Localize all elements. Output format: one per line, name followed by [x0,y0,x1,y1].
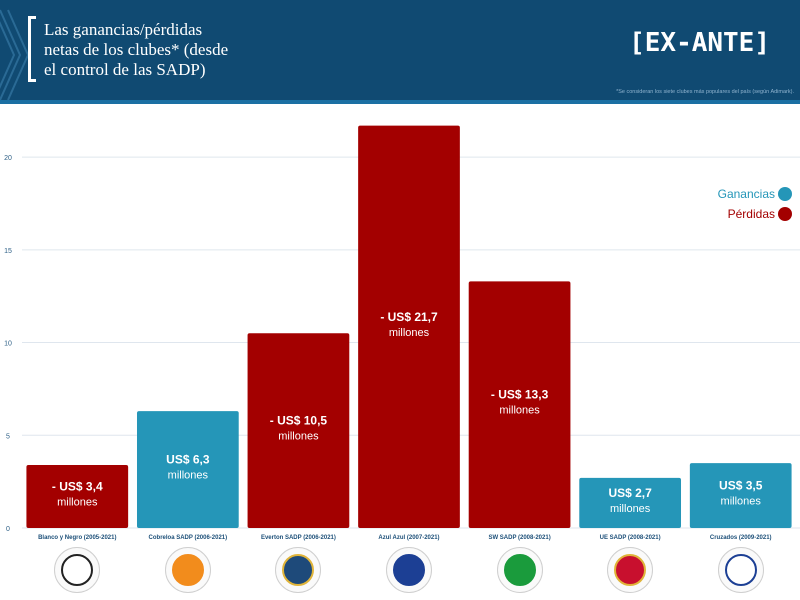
legend-label-perdidas: Pérdidas [727,207,775,221]
data-unit-label-1: millones [168,470,209,482]
x-tick-label-1: Cobreloa SADP (2006-2021) [149,535,228,541]
x-tick-label-6: Cruzados (2009-2021) [710,535,772,541]
union-espanola-logo-icon [607,547,654,593]
bar-0 [26,464,129,528]
universidad-de-chile-logo-icon [386,547,432,593]
data-unit-label-6: millones [721,496,762,508]
data-label-3: - US$ 21,7 [380,310,438,324]
everton-logo-icon [275,547,322,593]
club-logos-row [0,545,800,595]
legend-item-ganancias: Ganancias [718,184,792,204]
legend-dot-perdidas-icon [778,207,792,221]
union-espanola-logo-icon-emblem [614,554,647,586]
decorative-lines-icon [0,9,30,100]
title-line-3: el control de las SADP) [44,60,206,79]
title-line-1: Las ganancias/pérdidas [44,20,203,39]
bar-1 [136,411,239,528]
data-unit-label-3: millones [389,327,430,339]
data-label-5: US$ 2,7 [608,486,652,500]
santiago-wanderers-logo-icon [496,547,543,593]
data-label-6: US$ 3,5 [719,479,763,493]
bar-3 [358,125,460,529]
legend-item-perdidas: Pérdidas [718,204,792,224]
footnote: *Se consideran los siete clubes más popu… [616,89,794,95]
colo-colo-logo-icon-emblem [61,554,94,586]
bar-6 [689,463,792,528]
x-tick-label-4: SW SADP (2008-2021) [488,535,550,541]
title-line-2: netas de los clubes* (desde [44,40,229,59]
header-divider [0,100,800,104]
bar-2 [247,333,350,528]
y-tick-label-5: 5 [6,433,10,440]
y-tick-label-20: 20 [4,155,12,162]
y-tick-label-0: 0 [6,526,10,533]
data-label-2: - US$ 10,5 [270,414,328,428]
data-label-1: US$ 6,3 [166,453,210,467]
data-label-4: - US$ 13,3 [491,388,549,402]
legend-label-ganancias: Ganancias [717,187,775,201]
chart-title: Las ganancias/pérdidas netas de los club… [44,20,344,80]
universidad-de-chile-logo-icon-emblem [393,554,425,586]
santiago-wanderers-logo-icon-emblem [503,554,536,586]
bar-5 [579,477,682,528]
universidad-catolica-logo-icon-emblem [724,554,757,586]
y-tick-label-10: 10 [4,341,12,348]
everton-logo-icon-emblem [282,554,315,586]
legend: Ganancias Pérdidas [718,184,792,224]
y-tick-label-15: 15 [4,248,12,255]
data-unit-label-5: millones [610,503,651,515]
x-tick-label-0: Blanco y Negro (2005-2021) [38,535,116,541]
universidad-catolica-logo-icon [717,547,764,593]
bar-4 [468,281,571,528]
title-bracket-icon [28,16,36,82]
data-unit-label-4: millones [499,405,540,417]
legend-dot-ganancias-icon [778,187,792,201]
x-tick-label-3: Azul Azul (2007-2021) [378,535,439,541]
header-banner: Las ganancias/pérdidas netas de los club… [0,0,800,100]
colo-colo-logo-icon [54,547,101,593]
brand-logo: [EX-ANTE] [629,28,770,58]
data-unit-label-0: millones [57,496,98,508]
bar-chart: 0 5 10 15 20 - US$ 3,4 millones Blanco y Negro … [4,125,800,541]
cobreloa-logo-icon-emblem [171,554,204,586]
x-tick-label-2: Everton SADP (2006-2021) [261,535,336,541]
data-unit-label-2: millones [278,431,319,443]
data-label-0: - US$ 3,4 [52,479,103,493]
x-tick-label-5: UE SADP (2008-2021) [600,535,661,541]
cobreloa-logo-icon [164,547,211,593]
